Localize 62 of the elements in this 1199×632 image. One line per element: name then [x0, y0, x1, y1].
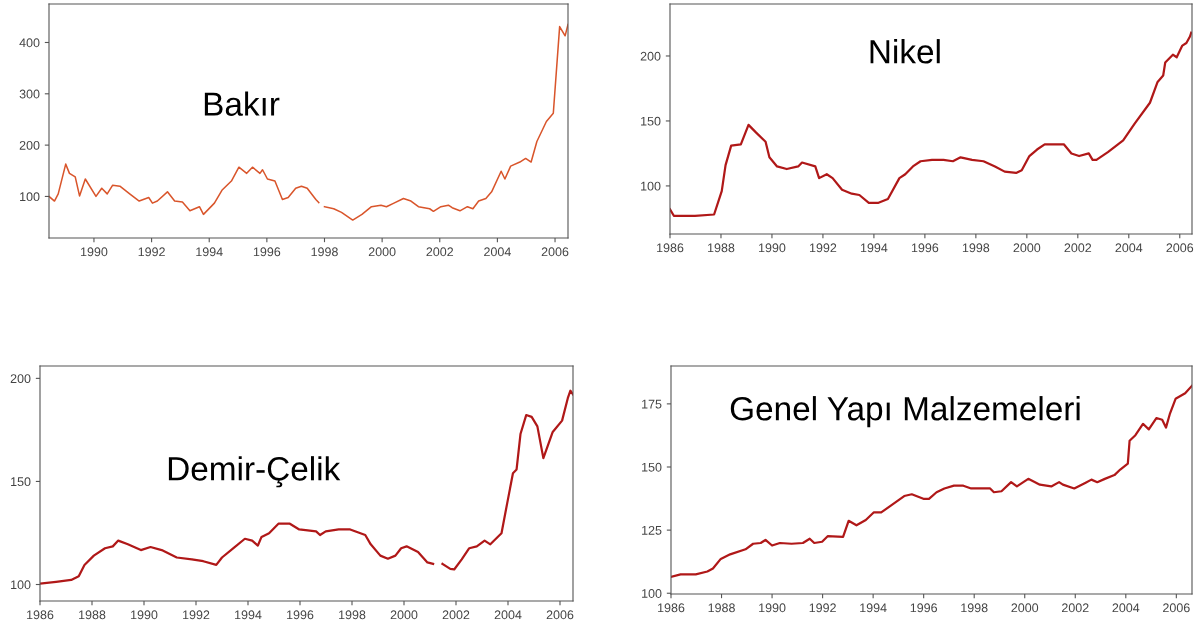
y-tick-label: 200	[10, 374, 31, 384]
x-tick-label: 1990	[131, 610, 158, 620]
x-tick-label: 1996	[911, 243, 939, 253]
x-tick-label: 2004	[1112, 603, 1140, 613]
x-tick-label: 1998	[962, 243, 990, 253]
x-tick-label: 2006	[541, 247, 569, 257]
y-tick-label: 125	[642, 525, 662, 535]
y-tick-label: 100	[20, 192, 40, 202]
x-tick-label: 1998	[339, 610, 366, 620]
x-tick-label: 2006	[546, 610, 574, 620]
x-tick-label: 2000	[390, 610, 418, 620]
x-tick-label: 2002	[442, 610, 470, 620]
line-series	[671, 384, 1192, 578]
x-tick-label: 1990	[759, 603, 786, 613]
x-tick-label: 2004	[1115, 243, 1143, 253]
x-tick-label: 2006	[1166, 243, 1194, 253]
x-tick-label: 2004	[494, 610, 522, 620]
y-tick-label: 100	[11, 580, 31, 590]
x-tick-label: 1994	[860, 603, 887, 613]
x-tick-label: 1986	[657, 243, 684, 253]
y-tick-label: 200	[19, 140, 40, 150]
y-tick-label: 100	[642, 589, 662, 598]
y-tick-label: 400	[19, 38, 40, 48]
x-tick-label: 2000	[1013, 243, 1041, 253]
x-tick-label: 2000	[1011, 603, 1039, 613]
y-tick-label: 150	[642, 462, 662, 472]
text: Nikel	[870, 39, 940, 64]
text: Bakır	[204, 91, 280, 116]
x-tick-label: 2000	[368, 247, 396, 257]
x-tick-label: 1998	[311, 247, 338, 257]
x-tick-label: 2006	[1163, 603, 1190, 613]
x-tick-label: 1988	[708, 243, 735, 253]
x-tick-label: 1992	[809, 243, 837, 253]
x-tick-label: 2002	[1061, 603, 1089, 613]
x-tick-label: 1994	[235, 610, 262, 620]
x-tick-label: 2004	[484, 247, 511, 257]
x-tick-label: 1990	[81, 247, 108, 257]
text: Genel Yapı Malzemeleri	[730, 396, 1080, 428]
y-tick-label: 150	[11, 477, 31, 487]
y-tick-label: 150	[641, 116, 661, 126]
x-tick-label: 1992	[809, 603, 836, 613]
x-tick-label: 1992	[183, 610, 210, 620]
x-tick-label: 1996	[253, 247, 281, 257]
x-tick-label: 1988	[708, 603, 735, 613]
y-tick-label: 300	[19, 89, 40, 99]
x-tick-label: 1988	[79, 610, 106, 620]
x-tick-label: 1994	[860, 243, 888, 253]
x-tick-label: 1986	[658, 603, 685, 613]
x-tick-label: 1996	[287, 610, 314, 620]
y-tick-label: 200	[640, 51, 661, 61]
x-tick-label: 1994	[196, 247, 223, 257]
y-tick-label: 100	[641, 181, 661, 191]
x-tick-label: 2002	[426, 247, 454, 257]
x-tick-label: 1996	[910, 603, 938, 613]
y-tick-label: 175	[642, 399, 662, 409]
line-series	[670, 31, 1192, 217]
x-tick-label: 1990	[759, 243, 786, 253]
x-tick-label: 1998	[961, 603, 988, 613]
x-tick-label: 1992	[138, 247, 165, 257]
x-tick-label: 2002	[1064, 243, 1092, 253]
x-tick-label: 1986	[27, 610, 54, 620]
text: Demir-Çelik	[168, 456, 341, 488]
